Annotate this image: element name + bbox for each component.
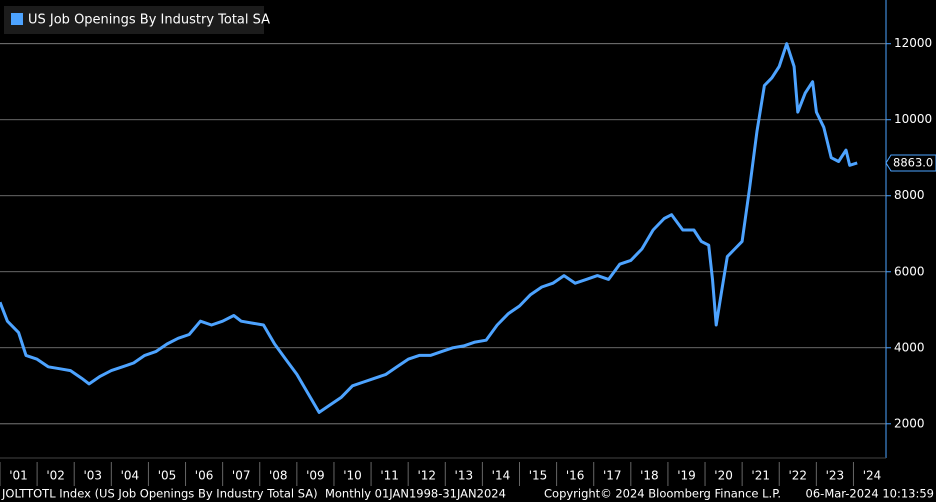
- x-tick-label: '17: [603, 469, 622, 483]
- x-tick-label: '23: [826, 469, 845, 483]
- x-tick-label: '15: [529, 469, 548, 483]
- x-tick-label: '07: [232, 469, 251, 483]
- y-tick-label: 2000: [894, 416, 925, 430]
- footer-source: JOLTTOTL Index (US Job Openings By Indus…: [1, 487, 506, 501]
- last-value-box: [885, 154, 936, 172]
- y-tick-label: 10000: [894, 112, 932, 126]
- x-tick-label: '18: [640, 469, 659, 483]
- x-tick-label: '08: [269, 469, 288, 483]
- footer-copyright: Copyright© 2024 Bloomberg Finance L.P.: [544, 487, 781, 501]
- series-line: [0, 42, 858, 414]
- last-value-label: 8863.0: [893, 155, 933, 169]
- x-tick-label: '24: [863, 469, 882, 483]
- x-tick-label: '03: [83, 469, 102, 483]
- footer-timestamp: 06-Mar-2024 10:13:59: [806, 487, 934, 501]
- x-tick-label: '13: [455, 469, 474, 483]
- y-tick-label: 8000: [894, 188, 925, 202]
- y-tick-label: 12000: [894, 36, 932, 50]
- y-tick-label: 6000: [894, 264, 925, 278]
- x-tick-label: '09: [306, 469, 325, 483]
- x-tick-label: '14: [492, 469, 511, 483]
- x-tick-label: '22: [789, 469, 808, 483]
- x-tick-label: '04: [121, 469, 140, 483]
- x-tick-label: '02: [46, 469, 65, 483]
- legend-swatch: [11, 13, 23, 25]
- x-tick-label: '10: [343, 469, 362, 483]
- x-tick-label: '05: [158, 469, 177, 483]
- x-tick-label: '20: [714, 469, 733, 483]
- x-tick-label: '11: [380, 469, 399, 483]
- x-tick-label: '21: [751, 469, 770, 483]
- legend: [4, 6, 264, 34]
- x-tick-label: '12: [417, 469, 436, 483]
- x-tick-label: '19: [677, 469, 696, 483]
- x-tick-label: '06: [195, 469, 214, 483]
- y-tick-label: 4000: [894, 340, 925, 354]
- legend-label: US Job Openings By Industry Total SA: [28, 13, 270, 28]
- x-tick-label: '01: [9, 469, 28, 483]
- x-tick-label: '16: [566, 469, 585, 483]
